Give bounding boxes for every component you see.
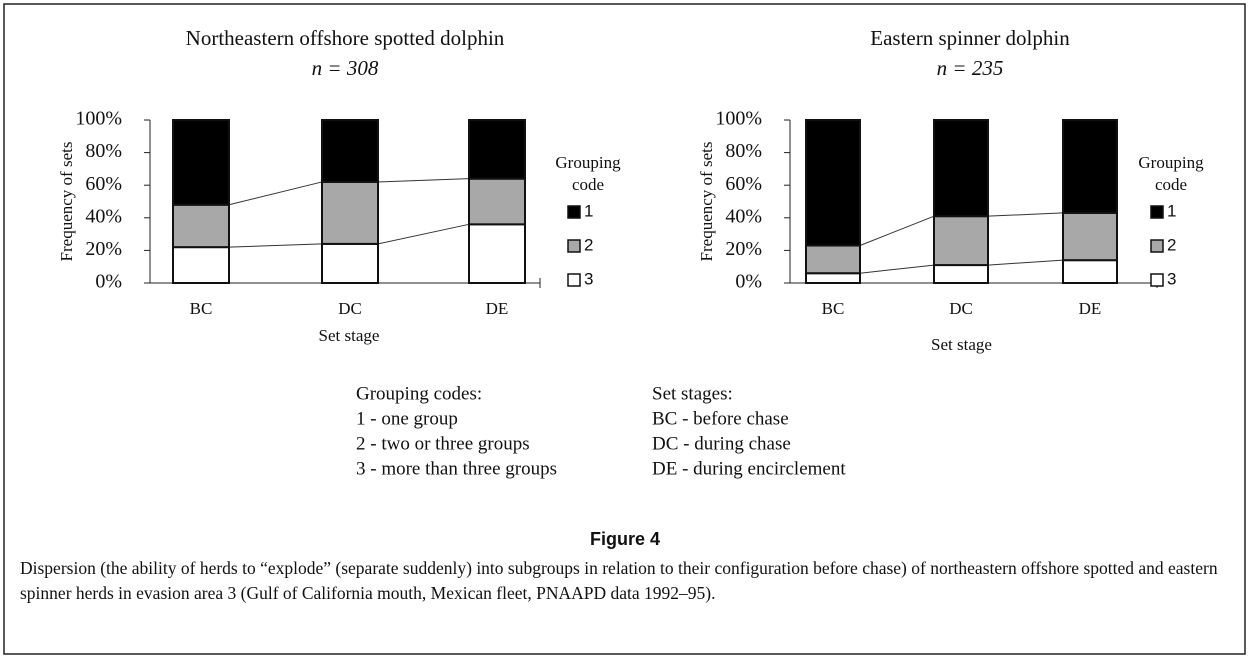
legend-swatch	[567, 239, 581, 253]
chart-title: Eastern spinner dolphin	[870, 26, 1070, 50]
legend-swatch	[1150, 239, 1164, 253]
y-tick-label: 60%	[725, 173, 762, 195]
bar-segment	[172, 119, 230, 206]
bar-segment	[468, 119, 526, 180]
y-tick-label: 60%	[85, 173, 122, 195]
x-tick-label: BC	[822, 299, 845, 318]
bar-segment	[468, 223, 526, 285]
bar-segment	[321, 180, 379, 245]
legend-label: 3	[584, 269, 593, 288]
bar-segment	[468, 177, 526, 226]
legend-label: 2	[584, 235, 593, 254]
note: 1 - one group	[356, 408, 458, 429]
y-tick-label: 0%	[95, 271, 122, 293]
x-tick-label: BC	[190, 299, 213, 318]
bar-segment	[805, 244, 861, 275]
bar-segment	[321, 119, 379, 183]
legend-label: 1	[1167, 201, 1176, 220]
note-title: Set stages:	[652, 383, 733, 404]
legend-label: 3	[1167, 269, 1176, 288]
x-tick-label: DE	[1079, 299, 1102, 318]
chart-title: Northeastern offshore spotted dolphin	[186, 26, 505, 50]
x-tick-label: DC	[338, 299, 362, 318]
bar-segment	[321, 242, 379, 285]
y-tick-label: 0%	[735, 271, 762, 293]
x-tick-label: DC	[949, 299, 973, 318]
note: 2 - two or three groups	[356, 433, 530, 454]
connector	[377, 223, 470, 245]
y-tick-label: 100%	[715, 108, 762, 130]
bar-segment	[172, 246, 230, 284]
y-axis-label: Frequency of sets	[57, 142, 76, 262]
bar-segment	[933, 264, 989, 285]
frame	[3, 3, 1246, 655]
note: 3 - more than three groups	[356, 458, 557, 479]
note: BC - before chase	[652, 408, 789, 429]
chart-subtitle: n = 235	[937, 56, 1004, 80]
bar-segment	[805, 272, 861, 285]
bar-segment	[1062, 211, 1118, 262]
bar-segment	[933, 215, 989, 267]
y-tick-label: 100%	[75, 108, 122, 130]
note: DC - during chase	[652, 433, 791, 454]
bar-segment	[1062, 119, 1118, 214]
figure-label: Figure 4	[590, 529, 660, 549]
connector	[859, 264, 935, 274]
note-title: Grouping codes:	[356, 383, 482, 404]
y-tick-label: 20%	[85, 238, 122, 260]
connector	[987, 212, 1064, 217]
connector	[859, 215, 935, 246]
connector	[228, 181, 323, 206]
connector	[377, 178, 470, 183]
legend-swatch	[1150, 273, 1164, 287]
y-tick-label: 80%	[85, 140, 122, 162]
x-axis-label: Set stage	[931, 335, 992, 354]
caption: Dispersion (the ability of herds to “exp…	[20, 558, 1218, 603]
bar-segment	[172, 203, 230, 249]
y-tick-label: 20%	[725, 238, 762, 260]
legend-swatch	[567, 273, 581, 287]
legend-swatch	[1150, 205, 1164, 219]
connector	[987, 259, 1064, 266]
legend-title: Grouping	[1138, 153, 1204, 172]
y-tick-label: 40%	[725, 205, 762, 227]
legend-title: Grouping	[555, 153, 621, 172]
bar-segment	[933, 119, 989, 218]
y-tick-label: 80%	[725, 140, 762, 162]
x-tick-label: DE	[486, 299, 509, 318]
note: DE - during encirclement	[652, 458, 846, 479]
y-tick-label: 40%	[85, 205, 122, 227]
connector	[228, 243, 323, 248]
legend-swatch	[567, 205, 581, 219]
legend-label: 1	[584, 201, 593, 220]
chart-subtitle: n = 308	[312, 56, 379, 80]
legend-title: code	[572, 175, 604, 194]
y-axis-label: Frequency of sets	[697, 142, 716, 262]
legend-label: 2	[1167, 235, 1176, 254]
x-axis-label: Set stage	[319, 326, 380, 345]
bar-segment	[805, 119, 861, 247]
bar-segment	[1062, 259, 1118, 284]
legend-title: code	[1155, 175, 1187, 194]
